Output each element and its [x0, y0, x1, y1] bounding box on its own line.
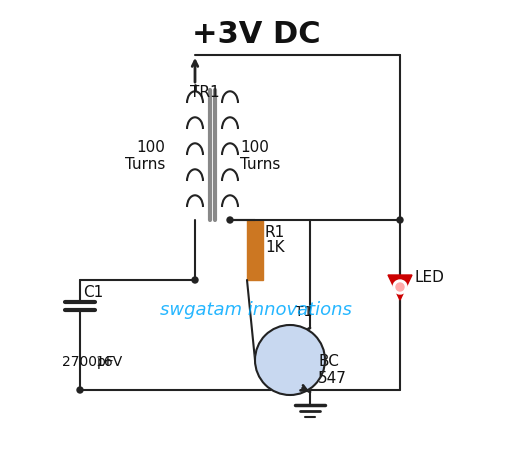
Text: R1: R1: [265, 225, 285, 240]
Circle shape: [393, 280, 407, 294]
Text: 1K: 1K: [265, 240, 285, 255]
Bar: [247, 220, 263, 280]
Polygon shape: [388, 275, 412, 300]
Text: 16V: 16V: [95, 355, 122, 369]
Text: swgatam innovations: swgatam innovations: [160, 301, 352, 319]
Text: LED: LED: [415, 270, 445, 285]
Text: TR1: TR1: [190, 85, 220, 100]
Text: 100
Turns: 100 Turns: [240, 140, 281, 172]
Text: 2700pF: 2700pF: [62, 355, 114, 369]
Circle shape: [227, 217, 233, 223]
Circle shape: [77, 387, 83, 393]
Text: 100
Turns: 100 Turns: [124, 140, 165, 172]
Circle shape: [397, 217, 403, 223]
Circle shape: [192, 277, 198, 283]
Text: C1: C1: [83, 285, 103, 300]
Text: T1: T1: [295, 305, 312, 319]
Circle shape: [396, 283, 404, 291]
Text: +3V DC: +3V DC: [191, 20, 321, 49]
Circle shape: [255, 325, 325, 395]
Text: BC
547: BC 547: [318, 354, 347, 386]
